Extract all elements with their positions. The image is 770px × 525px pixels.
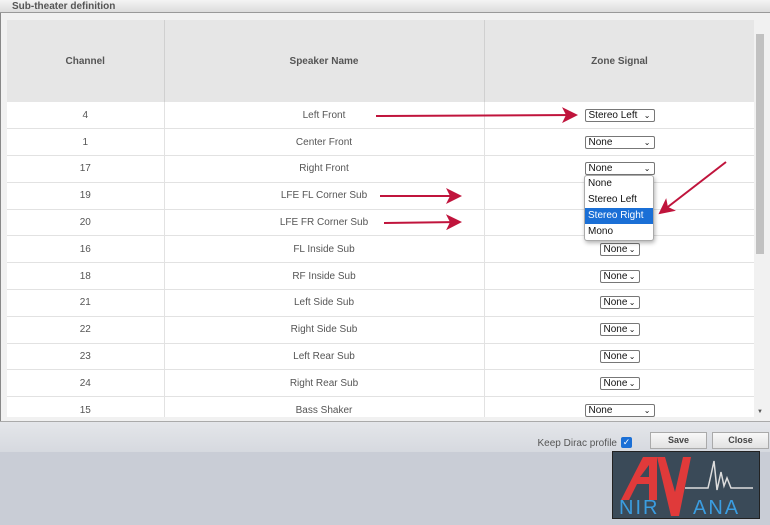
zone-signal-cell: None ⌄	[484, 128, 755, 157]
speaker-name-cell: Left Rear Sub	[164, 343, 485, 371]
speaker-name-cell: Right Side Sub	[164, 316, 485, 344]
channel-cell: 4	[7, 102, 165, 130]
zone-signal-select[interactable]: Stereo Left ⌄	[584, 108, 655, 122]
chevron-down-icon: ⌄	[628, 378, 636, 388]
keep-dirac-checkbox[interactable]: ✓	[621, 437, 632, 448]
select-value: None	[603, 270, 628, 282]
chevron-down-icon: ⌄	[643, 405, 651, 415]
channel-cell: 18	[7, 262, 165, 291]
speaker-name-cell: Left Side Sub	[164, 289, 485, 317]
zone-signal-cell: None ⌄	[484, 235, 755, 264]
zone-signal-dropdown-menu[interactable]: None Stereo Left Stereo Right Mono	[584, 175, 654, 241]
chevron-down-icon: ⌄	[643, 164, 651, 174]
channel-cell: 1	[7, 128, 165, 157]
zone-signal-select[interactable]: None ⌄	[584, 162, 655, 176]
zone-signal-select[interactable]: None ⌄	[599, 376, 640, 390]
channel-table-container: Channel Speaker Name Zone Signal 4 Left F…	[7, 20, 755, 417]
channel-cell: 23	[7, 343, 165, 371]
channel-cell: 17	[7, 155, 165, 183]
chevron-down-icon: ⌄	[628, 244, 636, 254]
table-row: 18 RF Inside Sub None ⌄	[7, 262, 755, 291]
dialog-footer	[0, 421, 770, 452]
table-row: 21 Left Side Sub None ⌄	[7, 289, 755, 317]
zone-signal-select[interactable]: None ⌄	[599, 296, 640, 310]
dropdown-option-highlighted[interactable]: Stereo Right	[585, 208, 653, 224]
dropdown-option[interactable]: Stereo Left	[588, 194, 637, 205]
close-button[interactable]: Close	[712, 432, 769, 449]
channel-cell: 21	[7, 289, 165, 317]
save-button[interactable]: Save	[650, 432, 707, 449]
chevron-down-icon: ⌄	[628, 352, 636, 362]
speaker-name-cell: Right Rear Sub	[164, 369, 485, 398]
table-row: 24 Right Rear Sub None ⌄	[7, 369, 755, 398]
header-speaker-name: Speaker Name	[164, 20, 485, 102]
channel-cell: 22	[7, 316, 165, 344]
header-channel: Channel	[7, 20, 165, 102]
zone-signal-select[interactable]: None ⌄	[599, 350, 640, 364]
zone-signal-select[interactable]: None ⌄	[599, 242, 640, 256]
speaker-name-cell: Center Front	[164, 128, 485, 157]
chevron-down-icon: ⌄	[643, 137, 651, 147]
select-value: None	[603, 377, 628, 389]
select-value: None	[603, 351, 628, 363]
zone-signal-select[interactable]: None ⌄	[584, 135, 655, 149]
header-zone-signal: Zone Signal	[484, 20, 755, 102]
scrollbar-thumb[interactable]	[756, 34, 764, 254]
zone-signal-select[interactable]: None ⌄	[584, 403, 655, 417]
dialog-titlebar: Sub-theater definition	[0, 0, 770, 13]
svg-text:NIR: NIR	[619, 497, 659, 519]
svg-text:ANA: ANA	[693, 497, 740, 519]
table-row: 22 Right Side Sub None ⌄	[7, 316, 755, 344]
chevron-down-icon: ⌄	[643, 110, 651, 120]
channel-cell: 24	[7, 369, 165, 398]
scrollbar[interactable]: ▼	[754, 20, 766, 417]
arrow-icon	[383, 214, 462, 231]
zone-signal-cell: None ⌄	[484, 343, 755, 371]
table-row: 15 Bass Shaker None ⌄	[7, 396, 755, 417]
select-value: Stereo Left	[588, 109, 638, 121]
dialog-title: Sub-theater definition	[12, 1, 116, 12]
table-row: 16 FL Inside Sub None ⌄	[7, 235, 755, 264]
select-value: None	[603, 243, 628, 255]
channel-cell: 16	[7, 235, 165, 264]
dropdown-option[interactable]: None	[588, 178, 612, 189]
chevron-down-icon: ⌄	[628, 271, 636, 281]
arrow-icon	[375, 107, 578, 124]
speaker-name-cell: Right Front	[164, 155, 485, 183]
channel-table: Channel Speaker Name Zone Signal 4 Left F…	[7, 20, 755, 417]
zone-signal-cell: None ⌄	[484, 369, 755, 398]
zone-signal-select[interactable]: None ⌄	[599, 323, 640, 337]
speaker-name-cell: RF Inside Sub	[164, 262, 485, 291]
select-value: None	[588, 163, 613, 175]
chevron-down-icon: ⌄	[628, 325, 636, 335]
arrow-icon	[658, 161, 727, 215]
table-row: 1 Center Front None ⌄	[7, 128, 755, 157]
select-value: None	[603, 297, 628, 309]
channel-cell: 20	[7, 209, 165, 237]
zone-signal-cell: None ⌄	[484, 289, 755, 317]
dialog-panel: Channel Speaker Name Zone Signal 4 Left F…	[0, 13, 770, 421]
chevron-down-icon: ⌄	[628, 298, 636, 308]
keep-dirac-label: Keep Dirac profile	[537, 438, 617, 449]
zone-signal-select[interactable]: None ⌄	[599, 269, 640, 283]
speaker-name-cell: FL Inside Sub	[164, 235, 485, 264]
zone-signal-cell: None ⌄	[484, 316, 755, 344]
dropdown-option[interactable]: Mono	[588, 226, 614, 237]
select-value: None	[603, 324, 628, 336]
scroll-down-icon[interactable]: ▼	[757, 409, 763, 415]
zone-signal-cell: None ⌄	[484, 396, 755, 417]
speaker-name-cell: Bass Shaker	[164, 396, 485, 417]
select-value: None	[588, 404, 613, 416]
select-value: None	[588, 136, 613, 148]
av-nirvana-logo: NIR ANA	[612, 451, 760, 519]
channel-cell: 15	[7, 396, 165, 417]
channel-cell: 19	[7, 182, 165, 210]
table-row: 23 Left Rear Sub None ⌄	[7, 343, 755, 371]
table-row: 17 Right Front None ⌄	[7, 155, 755, 183]
zone-signal-cell: None ⌄	[484, 262, 755, 291]
